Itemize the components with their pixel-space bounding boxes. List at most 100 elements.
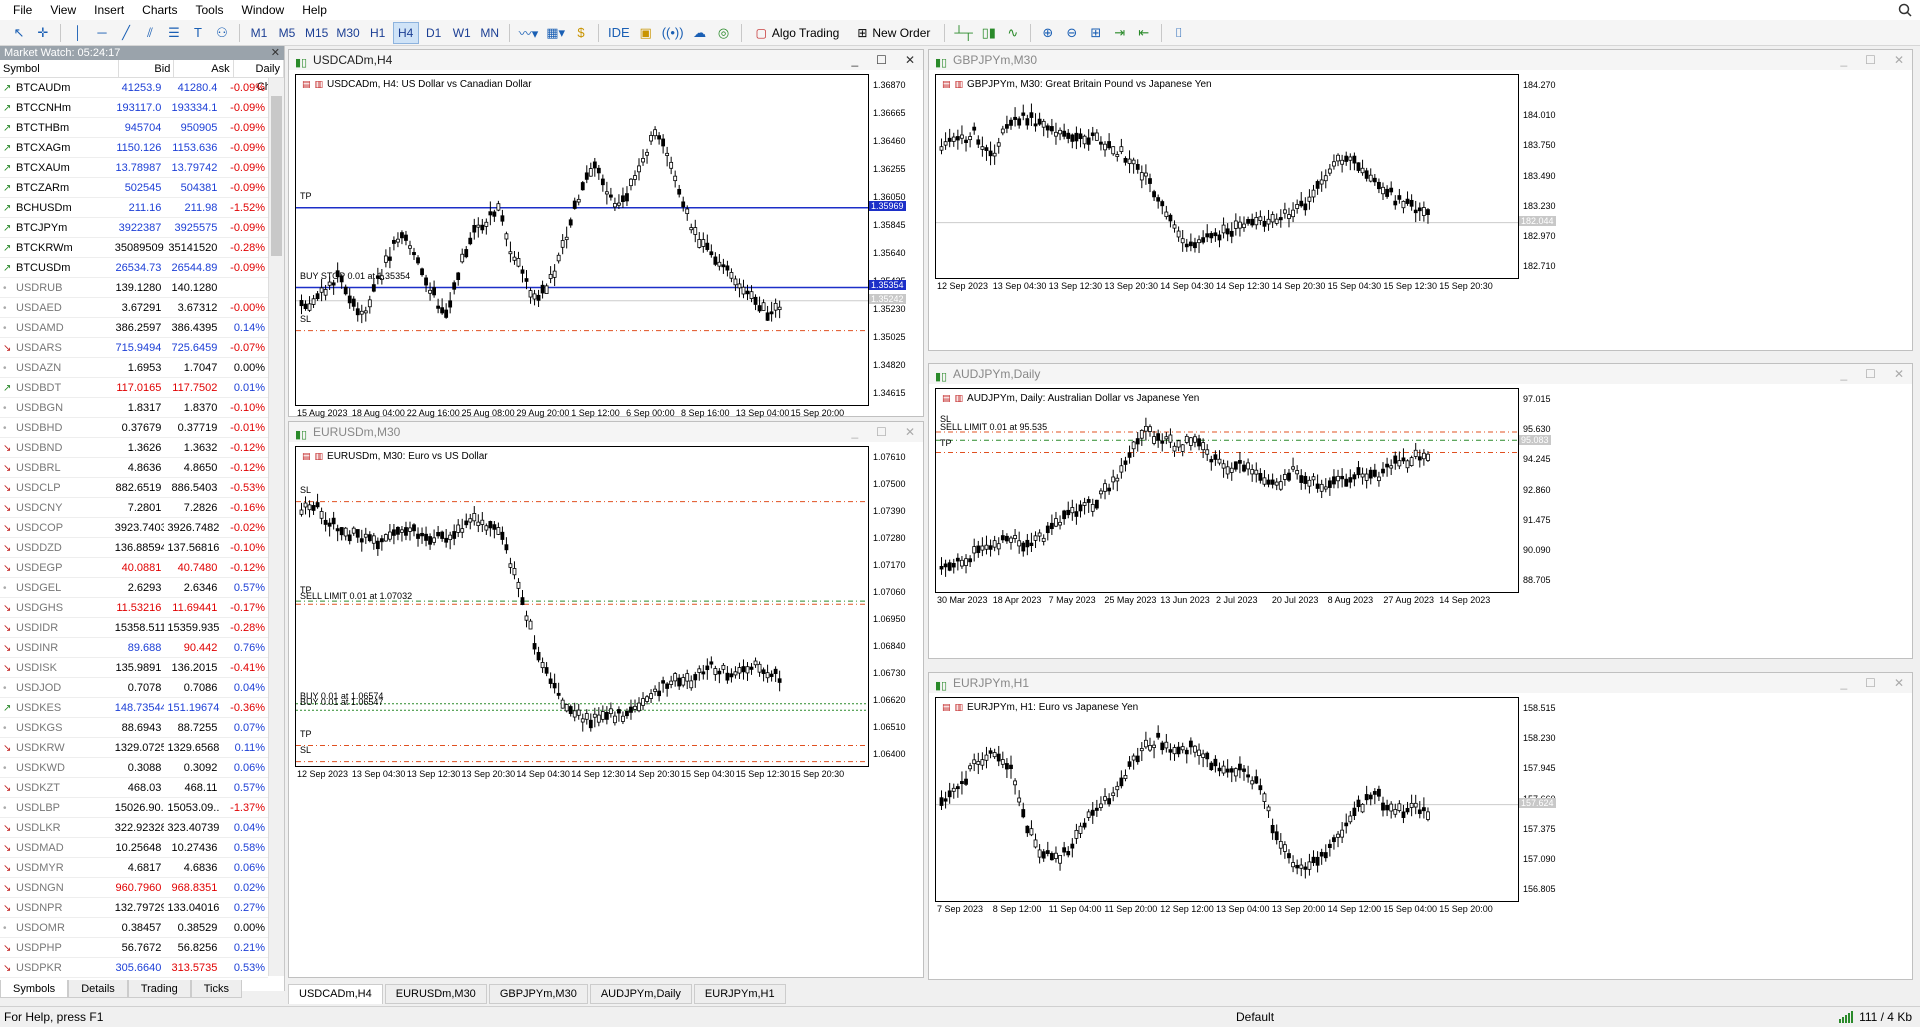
table-row[interactable]: • USDKWD 0.3088 0.3092 0.06% <box>0 758 268 778</box>
dollar-icon[interactable]: $ <box>577 25 585 40</box>
chart-tab-gbpjpy[interactable]: GBPJPYm,M30 <box>488 984 588 1004</box>
algo-trading-button[interactable]: ▢ Algo Trading <box>748 22 848 44</box>
channel-icon[interactable]: ⫽ <box>147 24 153 40</box>
table-row[interactable]: ↘ USDMAD 10.25648 10.27436 0.58% <box>0 838 268 858</box>
table-row[interactable]: ↗ BTCCNHm 193117.0 193334.1 -0.09% <box>0 98 268 118</box>
chart-properties-icon[interactable]: ▥ <box>954 79 964 89</box>
bar-chart-icon[interactable]: ┴┬ <box>954 25 973 40</box>
chart-window-titlebar[interactable]: ▮▯ AUDJPYm,Daily _ ☐ ✕ <box>929 364 1912 384</box>
autoscroll-icon[interactable]: ⇥ <box>1114 24 1126 40</box>
minimize-icon[interactable]: _ <box>1840 676 1848 690</box>
table-row[interactable]: ↘ USDGHS 11.53216 11.69441 -0.17% <box>0 598 268 618</box>
shapes-icon[interactable]: ⚇ <box>216 24 228 40</box>
close-icon[interactable]: ✕ <box>904 425 915 439</box>
order-label[interactable]: SL <box>300 485 312 496</box>
table-row[interactable]: ↘ USDCLP 882.6519 886.5403 -0.53% <box>0 478 268 498</box>
tab-trading[interactable]: Trading <box>127 980 191 998</box>
minimize-icon[interactable]: _ <box>1840 367 1848 381</box>
candlestick-icon[interactable]: ▯▮ <box>981 24 996 40</box>
vps-cloud-icon[interactable]: ☁ <box>693 24 707 40</box>
cursor-icon[interactable]: ↖ <box>13 24 25 40</box>
chart-window-usdcad[interactable]: ▮▯ USDCADm,H4 _ ☐ ✕ ▤ ▥ USDCADm, H4: US Dollar … <box>288 49 924 418</box>
time-axis[interactable]: 12 Sep 2023 13 Sep 04:30 13 Sep 12:30 13 Se… <box>295 769 869 781</box>
table-row[interactable]: • USDBHD 0.37679 0.37719 -0.01% <box>0 418 268 438</box>
indicators-icon[interactable]: 〰▾ <box>518 26 539 41</box>
timeframe-w1[interactable]: W1 <box>452 25 471 40</box>
tab-symbols[interactable]: Symbols <box>0 980 69 998</box>
table-row[interactable]: ↘ USDKZT 468.03 468.11 0.57% <box>0 778 268 798</box>
timeframe-m30[interactable]: M30 <box>336 25 360 40</box>
close-icon[interactable]: ✕ <box>1893 676 1904 690</box>
minimize-icon[interactable]: _ <box>1840 53 1848 67</box>
tab-ticks[interactable]: Ticks <box>190 980 242 998</box>
close-icon[interactable]: ✕ <box>904 53 915 67</box>
order-label[interactable]: SL <box>940 413 952 424</box>
menu-window[interactable]: Window <box>241 3 285 17</box>
table-row[interactable]: ↘ USDPKR 305.6640 313.5735 0.53% <box>0 958 268 978</box>
order-label[interactable]: SELL LIMIT 0.01 at 95.535 <box>940 422 1048 433</box>
table-row[interactable]: ↗ BTCXAUm 13.78987 13.79742 -0.09% <box>0 158 268 178</box>
ide-button[interactable]: IDE <box>608 25 630 40</box>
price-plot[interactable]: ▤ ▥ GBPJPYm, M30: Great Britain Pound vs J… <box>935 74 1519 279</box>
zoom-in-icon[interactable]: ⊕ <box>1042 24 1054 40</box>
templates-icon[interactable]: ▦▾ <box>546 24 566 40</box>
col-ask[interactable]: Ask <box>174 60 234 77</box>
chart-window-titlebar[interactable]: ▮▯ GBPJPYm,M30 _ ☐ ✕ <box>929 50 1912 70</box>
table-row[interactable]: ↘ USDBND 1.3626 1.3632 -0.12% <box>0 438 268 458</box>
timeframe-m1[interactable]: M1 <box>250 25 268 40</box>
screenshot-icon[interactable]: ⌷ <box>1174 24 1183 40</box>
order-label[interactable]: BUY 0.01 at 1.06547 <box>300 697 384 707</box>
maximize-icon[interactable]: ☐ <box>1865 53 1876 67</box>
table-row[interactable]: • USDKGS 88.6943 88.7255 0.07% <box>0 718 268 738</box>
table-row[interactable]: ↘ USDMYR 4.6817 4.6836 0.06% <box>0 858 268 878</box>
table-row[interactable]: • USDBGN 1.8317 1.8370 -0.10% <box>0 398 268 418</box>
maximize-icon[interactable]: ☐ <box>876 53 887 67</box>
time-axis[interactable]: 12 Sep 2023 13 Sep 04:30 13 Sep 12:30 13 Se… <box>935 281 1519 293</box>
timeframe-m15[interactable]: M15 <box>305 25 329 40</box>
order-label[interactable]: TP <box>940 438 952 449</box>
chart-menu-icon[interactable]: ▤ <box>942 393 951 403</box>
order-label[interactable]: SL <box>300 745 312 756</box>
tile-windows-icon[interactable]: ⊞ <box>1090 24 1102 40</box>
chart-window-audjpy[interactable]: ▮▯ AUDJPYm,Daily _ ☐ ✕ ▤ ▥ AUDJPYm, Daily: Aust… <box>928 363 1913 659</box>
table-row[interactable]: ↗ BTCJPYm 3922387 3925575 -0.09% <box>0 218 268 238</box>
table-row[interactable]: ↘ USDARS 715.9494 725.6459 -0.07% <box>0 338 268 358</box>
price-axis[interactable]: 97.015 95.630 94.245 92.860 91.475 90.090 88.7… <box>1519 388 1569 593</box>
chart-window-gbpjpy[interactable]: ▮▯ GBPJPYm,M30 _ ☐ ✕ ▤ ▥ GBPJPYm, M30: Great Br… <box>928 49 1913 351</box>
minimize-icon[interactable]: _ <box>851 425 859 439</box>
tab-details[interactable]: Details <box>68 980 128 998</box>
close-icon[interactable]: ✕ <box>270 47 280 59</box>
order-label[interactable]: TP <box>300 191 312 202</box>
chart-menu-icon[interactable]: ▤ <box>302 451 311 461</box>
new-order-button[interactable]: ⊞ New Order <box>849 22 938 44</box>
chart-menu-icon[interactable]: ▤ <box>942 702 951 712</box>
table-row[interactable]: ↘ USDEGP 40.0881 40.7480 -0.12% <box>0 558 268 578</box>
price-axis[interactable]: 1.36870 1.36665 1.36460 1.36255 1.36050 1.358… <box>869 74 919 406</box>
price-plot[interactable]: ▤ ▥ AUDJPYm, Daily: Australian Dollar vs J… <box>935 388 1519 593</box>
order-label[interactable]: SELL LIMIT 0.01 at 1.07032 <box>300 591 413 602</box>
timeframe-m5[interactable]: M5 <box>278 25 296 40</box>
table-row[interactable]: ↘ USDBRL 4.8636 4.8650 -0.12% <box>0 458 268 478</box>
chart-window-eurusd[interactable]: ▮▯ EURUSDm,M30 _ ☐ ✕ ▤ ▥ EURUSDm, M30: Euro vs … <box>288 421 924 978</box>
order-label[interactable]: TP <box>300 584 312 595</box>
fibonacci-icon[interactable]: ☰ <box>168 24 180 40</box>
price-axis[interactable]: 1.07610 1.07500 1.07390 1.07280 1.07170 1.070… <box>869 446 919 767</box>
menu-charts[interactable]: Charts <box>142 3 178 17</box>
close-icon[interactable]: ✕ <box>1893 367 1904 381</box>
zoom-out-icon[interactable]: ⊖ <box>1066 24 1078 40</box>
chart-window-titlebar[interactable]: ▮▯ EURJPYm,H1 _ ☐ ✕ <box>929 673 1912 693</box>
chart-menu-icon[interactable]: ▤ <box>942 79 951 89</box>
menu-help[interactable]: Help <box>302 3 327 17</box>
col-symbol[interactable]: Symbol <box>0 60 119 77</box>
menu-tools[interactable]: Tools <box>195 3 224 17</box>
table-row[interactable]: ↘ USDDZD 136.88594 137.56816 -0.10% <box>0 538 268 558</box>
text-icon[interactable]: T <box>194 25 202 40</box>
maximize-icon[interactable]: ☐ <box>1865 676 1876 690</box>
table-row[interactable]: ↗ USDKES 148.73544 151.19674 -0.36% <box>0 698 268 718</box>
chart-tab-usdcad[interactable]: USDCADm,H4 <box>288 984 383 1004</box>
table-row[interactable]: ↗ BCHUSDm 211.16 211.98 -1.52% <box>0 198 268 218</box>
menu-insert[interactable]: Insert <box>94 3 125 17</box>
chart-tab-eurjpy[interactable]: EURJPYm,H1 <box>693 984 786 1004</box>
search-icon[interactable] <box>1898 3 1912 20</box>
table-row[interactable]: ↗ BTCTHBm 945704 950905 -0.09% <box>0 118 268 138</box>
